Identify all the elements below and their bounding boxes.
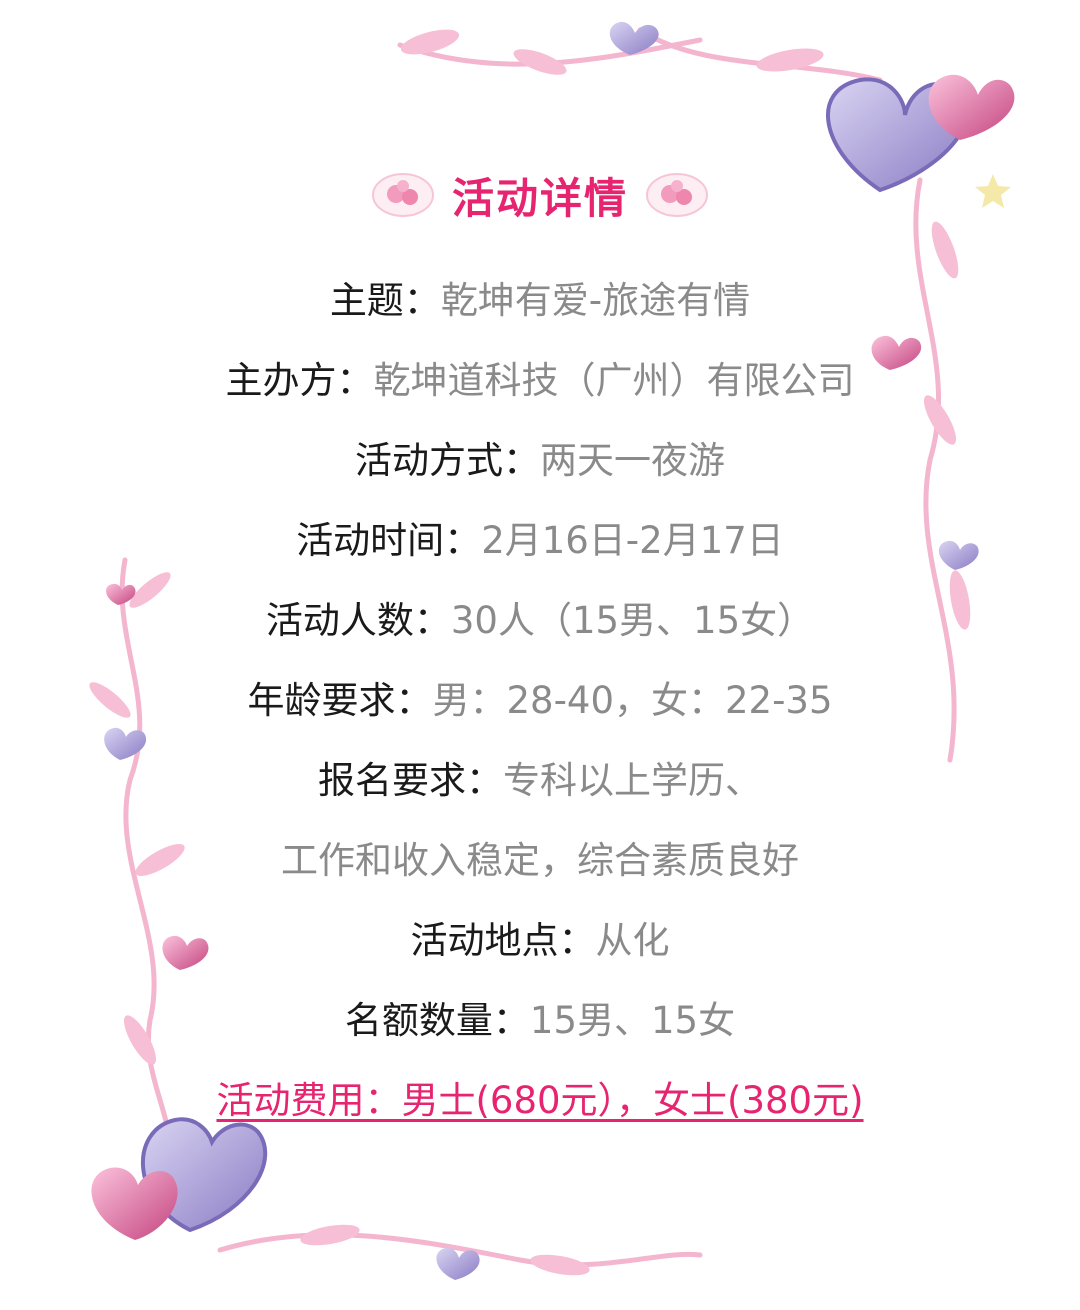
detail-row-quota: 名额数量：15男、15女 xyxy=(0,997,1080,1045)
detail-label: 主办方： xyxy=(225,359,374,402)
detail-row-requirement-cont: 工作和收入稳定，综合素质良好 xyxy=(0,837,1080,885)
star-icon xyxy=(975,174,1011,208)
detail-value: 2月16日-2月17日 xyxy=(481,519,784,562)
detail-row-headcount: 活动人数：30人（15男、15女） xyxy=(0,597,1080,645)
detail-row-time: 活动时间：2月16日-2月17日 xyxy=(0,517,1080,565)
detail-label: 主题： xyxy=(329,279,441,322)
detail-label: 活动人数： xyxy=(265,599,451,642)
detail-label: 报名要求： xyxy=(318,759,503,802)
detail-row-age: 年龄要求：男：28-40，女：22-35 xyxy=(0,677,1080,725)
detail-value: 15男、15女 xyxy=(529,999,736,1042)
detail-label: 名额数量： xyxy=(344,999,530,1042)
detail-row-theme: 主题：乾坤有爱-旅途有情 xyxy=(0,277,1080,325)
heart-icon xyxy=(91,21,1015,1280)
detail-row-location: 活动地点：从化 xyxy=(0,917,1080,965)
rose-icon xyxy=(646,173,708,217)
detail-value: 从化 xyxy=(595,919,670,962)
rose-icon xyxy=(371,173,434,217)
detail-value: 乾坤有爱-旅途有情 xyxy=(440,279,751,322)
detail-label: 活动时间： xyxy=(296,519,482,562)
detail-value: 专科以上学历、 xyxy=(503,759,762,802)
detail-value: 乾坤道科技（广州）有限公司 xyxy=(373,359,855,402)
detail-value: 两天一夜游 xyxy=(540,439,725,482)
detail-label: 活动地点： xyxy=(410,919,596,962)
fee-text: 活动费用：男士(680元），女士(380元) xyxy=(216,1079,864,1122)
detail-row-fee: 活动费用：男士(680元），女士(380元) xyxy=(0,1077,1080,1125)
detail-value: 男：28-40，女：22-35 xyxy=(432,679,833,722)
page-title: 活动详情 xyxy=(451,173,628,223)
detail-value: 工作和收入稳定，综合素质良好 xyxy=(281,839,799,882)
detail-label: 年龄要求： xyxy=(247,679,433,722)
detail-row-organizer: 主办方：乾坤道科技（广州）有限公司 xyxy=(0,357,1080,405)
detail-row-mode: 活动方式：两天一夜游 xyxy=(0,437,1080,485)
title-row: 活动详情 xyxy=(0,160,1080,230)
detail-row-requirement: 报名要求：专科以上学历、 xyxy=(0,757,1080,805)
detail-value: 30人（15男、15女） xyxy=(450,599,815,642)
detail-label: 活动方式： xyxy=(355,439,540,482)
